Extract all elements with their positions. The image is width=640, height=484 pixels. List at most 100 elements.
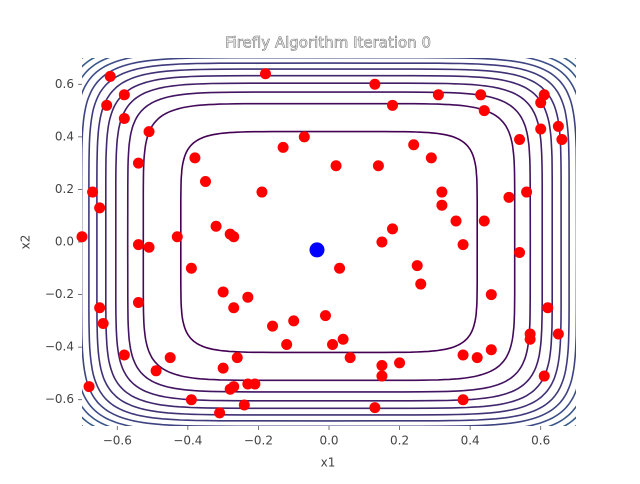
- data-point: [387, 223, 399, 235]
- data-point: [514, 247, 526, 259]
- data-point: [478, 105, 490, 117]
- data-point: [298, 131, 310, 143]
- data-point: [556, 133, 568, 145]
- data-point: [344, 352, 356, 364]
- chart-title: Firefly Algorithm Iteration 0: [225, 34, 431, 52]
- data-point: [538, 370, 550, 382]
- y-tick-label: 0.0: [55, 235, 74, 249]
- data-point: [535, 123, 547, 135]
- data-point: [94, 302, 106, 314]
- data-point: [228, 302, 240, 314]
- data-point: [330, 160, 342, 172]
- data-point: [524, 333, 536, 345]
- data-point: [457, 349, 469, 361]
- y-tick-label: 0.4: [55, 129, 74, 143]
- x-tick-label: 0.0: [319, 434, 338, 448]
- data-point: [552, 120, 564, 132]
- data-point: [411, 260, 423, 272]
- data-point: [309, 242, 325, 258]
- data-point: [376, 370, 388, 382]
- contour-line: [96, 68, 562, 416]
- contour-line: [180, 130, 478, 354]
- y-tick-label: 0.2: [55, 182, 74, 196]
- data-point: [83, 381, 95, 393]
- data-point: [267, 320, 279, 332]
- contour-line: [126, 91, 532, 393]
- contour-line: [82, 58, 576, 426]
- data-point: [104, 70, 116, 82]
- data-point: [457, 394, 469, 406]
- data-point: [387, 99, 399, 111]
- data-point: [337, 333, 349, 345]
- data-point: [76, 231, 88, 243]
- contour-line: [26, 16, 632, 467]
- data-point: [210, 220, 222, 232]
- data-point: [132, 157, 144, 169]
- data-point: [369, 402, 381, 414]
- data-point: [281, 339, 293, 351]
- data-point: [217, 362, 229, 374]
- data-point: [200, 176, 211, 188]
- data-point: [485, 344, 497, 356]
- x-tick-label: 0.6: [531, 434, 550, 448]
- data-point: [485, 289, 497, 301]
- data-point: [288, 315, 300, 327]
- data-point: [457, 239, 469, 251]
- data-point: [231, 352, 243, 364]
- data-point: [118, 89, 130, 101]
- data-point: [164, 352, 176, 364]
- contour-line: [88, 62, 570, 422]
- data-point: [450, 215, 462, 227]
- data-point: [171, 231, 183, 243]
- data-point: [394, 357, 406, 369]
- data-point: [238, 399, 250, 411]
- data-point: [94, 202, 106, 214]
- data-point: [277, 141, 289, 153]
- data-point: [256, 186, 268, 198]
- data-point: [535, 97, 547, 109]
- data-point: [132, 296, 144, 308]
- data-point: [432, 89, 444, 101]
- data-point: [552, 328, 564, 340]
- data-point: [415, 278, 427, 290]
- data-point: [228, 381, 240, 393]
- data-point: [334, 262, 346, 274]
- data-point: [408, 139, 420, 151]
- x-tick-label: −0.2: [244, 434, 273, 448]
- data-point: [372, 160, 384, 172]
- data-point: [217, 286, 229, 298]
- contour-line: [31, 20, 628, 464]
- y-axis-label: x2: [19, 235, 33, 250]
- data-point: [376, 360, 388, 372]
- y-tick-label: −0.2: [45, 287, 74, 301]
- data-point: [521, 186, 533, 198]
- data-point: [369, 78, 381, 90]
- data-point: [514, 133, 526, 145]
- data-point: [242, 291, 254, 303]
- contour-line: [46, 31, 613, 453]
- contour-line: [115, 82, 543, 402]
- x-tick-label: −0.4: [173, 434, 202, 448]
- data-point: [319, 310, 331, 322]
- contour-line: [82, 58, 576, 426]
- contour-line: [22, 13, 637, 471]
- contour-line: [36, 23, 623, 460]
- data-point: [478, 215, 490, 227]
- data-point: [185, 262, 197, 274]
- data-point: [189, 152, 201, 164]
- x-tick-label: 0.2: [390, 434, 409, 448]
- data-point: [118, 349, 130, 361]
- contour-line: [105, 74, 553, 410]
- data-point: [327, 339, 339, 351]
- data-point: [185, 394, 197, 406]
- data-point: [101, 99, 113, 111]
- data-point: [143, 126, 155, 138]
- data-point: [118, 112, 130, 124]
- data-point: [436, 199, 448, 211]
- data-point: [471, 352, 483, 364]
- data-point: [132, 239, 144, 251]
- data-point: [425, 152, 437, 164]
- data-point: [436, 186, 448, 198]
- data-point: [228, 231, 240, 243]
